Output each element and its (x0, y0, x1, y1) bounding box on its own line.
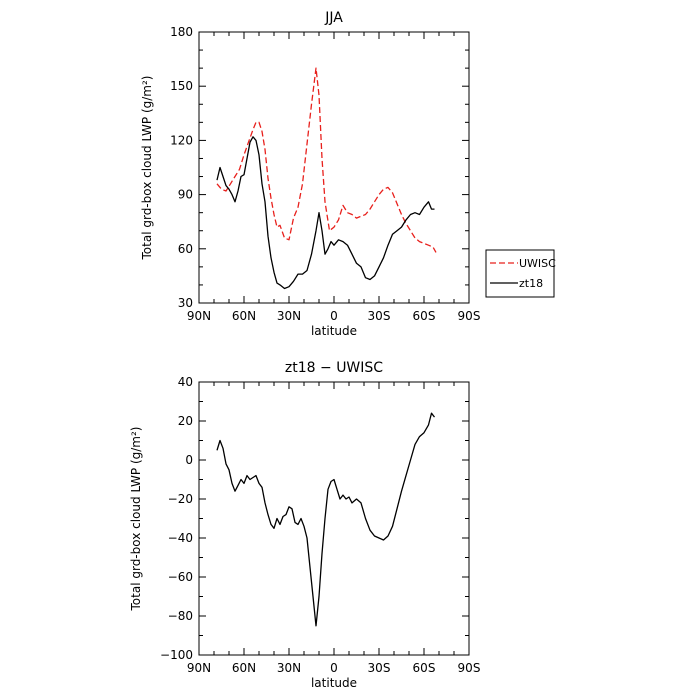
series-line-zt18 (216, 136, 435, 290)
y-tick-label: 60 (178, 242, 193, 256)
x-tick-label: 90N (187, 661, 211, 675)
y-tick-label: 20 (178, 414, 193, 428)
x-tick-label: 60N (232, 309, 256, 323)
x-tick-label: 90S (458, 661, 481, 675)
x-tick-label: 60S (413, 309, 436, 323)
x-tick-label: 90S (458, 309, 481, 323)
y-axis-title: Total grd-box cloud LWP (g/m²) (140, 76, 154, 261)
y-tick-label: 180 (170, 25, 193, 39)
x-tick-label: 0 (330, 309, 338, 323)
y-tick-label: 120 (170, 133, 193, 147)
y-tick-label: −40 (168, 531, 193, 545)
y-axis-title: Total grd-box cloud LWP (g/m²) (129, 427, 143, 612)
y-tick-label: −20 (168, 492, 193, 506)
y-tick-label: 0 (185, 453, 193, 467)
y-tick-label: 90 (178, 188, 193, 202)
legend-label: UWISC (519, 257, 556, 270)
y-tick-label: −60 (168, 570, 193, 584)
series-line-uwisc (216, 67, 437, 253)
x-tick-label: 30N (277, 661, 301, 675)
y-tick-label: −80 (168, 609, 193, 623)
series-line (216, 412, 436, 627)
legend-box (485, 249, 555, 298)
x-tick-label: 0 (330, 661, 338, 675)
x-tick-label: 60N (232, 661, 256, 675)
x-axis-title: latitude (311, 676, 357, 690)
chart-title: zt18 − UWISC (285, 360, 383, 376)
chart-jja: 90N 60N 30N 0 30S 60S 90S 30 60 90 120 150 180 JJA lat… (140, 10, 556, 338)
chart-title: JJA (324, 10, 343, 26)
x-axis-title: latitude (311, 324, 357, 338)
x-tick-label: 60S (413, 661, 436, 675)
legend-label: zt18 (519, 277, 543, 290)
x-tick-label: 30S (368, 309, 391, 323)
chart-difference: 90N 60N 30N 0 30S 60S 90S −100 −80 −60 −40 −20 0 20 40… (129, 360, 480, 690)
x-tick-label: 30S (368, 661, 391, 675)
y-tick-label: 150 (170, 79, 193, 93)
y-tick-label: 30 (178, 296, 193, 310)
x-tick-label: 30N (277, 309, 301, 323)
y-tick-label: 40 (178, 375, 193, 389)
x-tick-label: 90N (187, 309, 211, 323)
y-tick-label: −100 (160, 648, 193, 662)
